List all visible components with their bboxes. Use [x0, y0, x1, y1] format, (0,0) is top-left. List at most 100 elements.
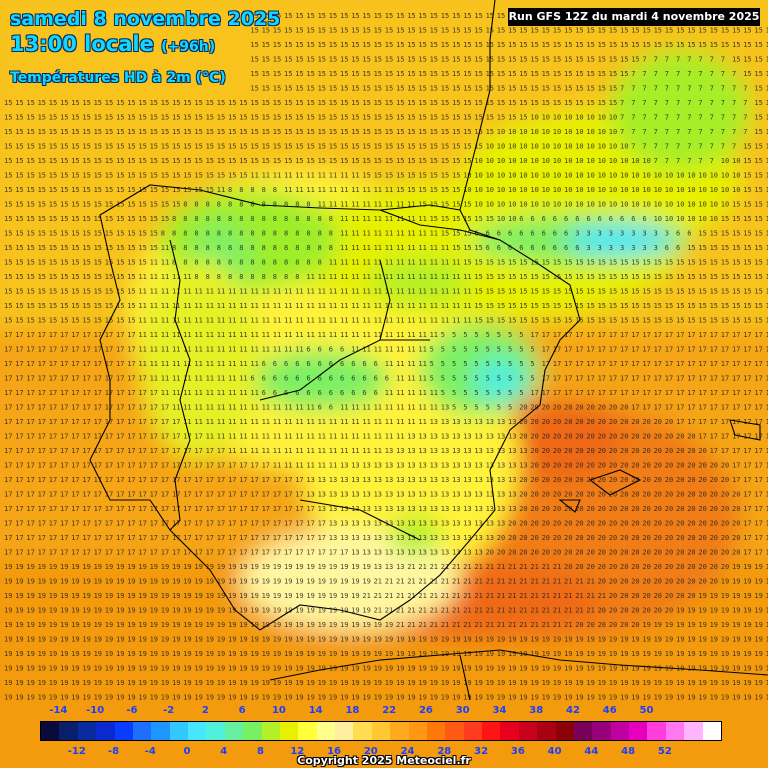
grid-value: 17: [194, 476, 202, 484]
grid-value: 15: [71, 201, 79, 209]
sardinia-coast: [729, 419, 761, 441]
grid-value: 13: [418, 549, 426, 557]
grid-value: 17: [743, 505, 751, 513]
grid-value: 15: [463, 259, 471, 267]
grid-value: 10: [553, 128, 561, 136]
grid-value: 20: [620, 520, 628, 528]
grid-value: 10: [598, 143, 606, 151]
grid-value: 15: [732, 230, 740, 238]
grid-value: 15: [441, 201, 449, 209]
grid-value: 20: [620, 607, 628, 615]
grid-value: 21: [530, 578, 538, 586]
grid-value: 8: [161, 230, 165, 238]
grid-value: 15: [530, 317, 538, 325]
grid-value: 17: [273, 520, 281, 528]
grid-value: 15: [721, 259, 729, 267]
grid-value: 15: [497, 12, 505, 20]
grid-value: 19: [284, 650, 292, 658]
grid-value: 15: [486, 99, 494, 107]
grid-value: 17: [250, 476, 258, 484]
grid-value: 15: [486, 259, 494, 267]
grid-value: 19: [183, 621, 191, 629]
grid-value: 17: [318, 534, 326, 542]
grid-value: 17: [15, 375, 23, 383]
grid-value: 11: [374, 404, 382, 412]
grid-value: 15: [676, 288, 684, 296]
grid-value: 17: [217, 447, 225, 455]
grid-value: 20: [698, 534, 706, 542]
grid-value: 17: [4, 346, 12, 354]
grid-value: 20: [665, 505, 673, 513]
grid-value: 10: [519, 143, 527, 151]
grid-value: 17: [26, 331, 34, 339]
grid-value: 5: [441, 375, 445, 383]
grid-value: 19: [385, 636, 393, 644]
grid-value: 13: [497, 520, 505, 528]
legend-label: 46: [603, 705, 617, 716]
grid-value: 7: [721, 56, 725, 64]
grid-value: 17: [38, 462, 46, 470]
grid-value: 19: [508, 694, 516, 702]
grid-value: 17: [228, 505, 236, 513]
grid-value: 19: [38, 578, 46, 586]
grid-value: 20: [620, 447, 628, 455]
grid-value: 15: [407, 186, 415, 194]
grid-value: 15: [273, 41, 281, 49]
grid-value: 11: [418, 230, 426, 238]
grid-value: 17: [754, 375, 762, 383]
grid-value: 11: [217, 331, 225, 339]
grid-value: 11: [441, 259, 449, 267]
grid-value: 15: [217, 114, 225, 122]
grid-value: 19: [687, 694, 695, 702]
grid-value: 15: [642, 302, 650, 310]
grid-value: 15: [273, 128, 281, 136]
grid-value: 19: [430, 665, 438, 673]
grid-value: 15: [743, 70, 751, 78]
grid-value: 7: [710, 114, 714, 122]
grid-value: 15: [743, 273, 751, 281]
grid-value: 17: [766, 404, 768, 412]
grid-value: 15: [250, 85, 258, 93]
copyright-notice: Copyright 2025 Meteociel.fr: [0, 754, 768, 767]
grid-value: 19: [385, 694, 393, 702]
grid-value: 15: [284, 12, 292, 20]
grid-value: 20: [530, 404, 538, 412]
grid-value: 15: [687, 41, 695, 49]
grid-value: 19: [4, 621, 12, 629]
grid-value: 11: [385, 288, 393, 296]
grid-value: 11: [318, 331, 326, 339]
grid-value: 17: [743, 520, 751, 528]
grid-value: 10: [530, 114, 538, 122]
grid-value: 17: [228, 549, 236, 557]
grid-value: 11: [385, 259, 393, 267]
grid-value: 10: [474, 201, 482, 209]
grid-value: 15: [508, 41, 516, 49]
grid-value: 6: [519, 215, 523, 223]
grid-value: 21: [418, 621, 426, 629]
grid-value: 11: [407, 317, 415, 325]
grid-value: 19: [508, 665, 516, 673]
grid-value: 17: [38, 505, 46, 513]
grid-value: 17: [586, 346, 594, 354]
grid-value: 17: [217, 534, 225, 542]
grid-value: 15: [94, 215, 102, 223]
grid-value: 21: [452, 607, 460, 615]
grid-value: 11: [351, 447, 359, 455]
grid-value: 19: [26, 607, 34, 615]
grid-value: 17: [116, 418, 124, 426]
grid-value: 17: [743, 433, 751, 441]
grid-value: 10: [575, 172, 583, 180]
grid-value: 15: [721, 41, 729, 49]
grid-value: 7: [687, 114, 691, 122]
grid-value: 17: [698, 360, 706, 368]
grid-value: 19: [284, 563, 292, 571]
grid-value: 11: [239, 302, 247, 310]
grid-value: 19: [284, 665, 292, 673]
grid-value: 15: [620, 259, 628, 267]
grid-value: 17: [194, 505, 202, 513]
grid-value: 15: [396, 70, 404, 78]
grid-value: 11: [172, 331, 180, 339]
grid-value: 15: [306, 114, 314, 122]
grid-value: 11: [150, 346, 158, 354]
grid-value: 17: [743, 418, 751, 426]
